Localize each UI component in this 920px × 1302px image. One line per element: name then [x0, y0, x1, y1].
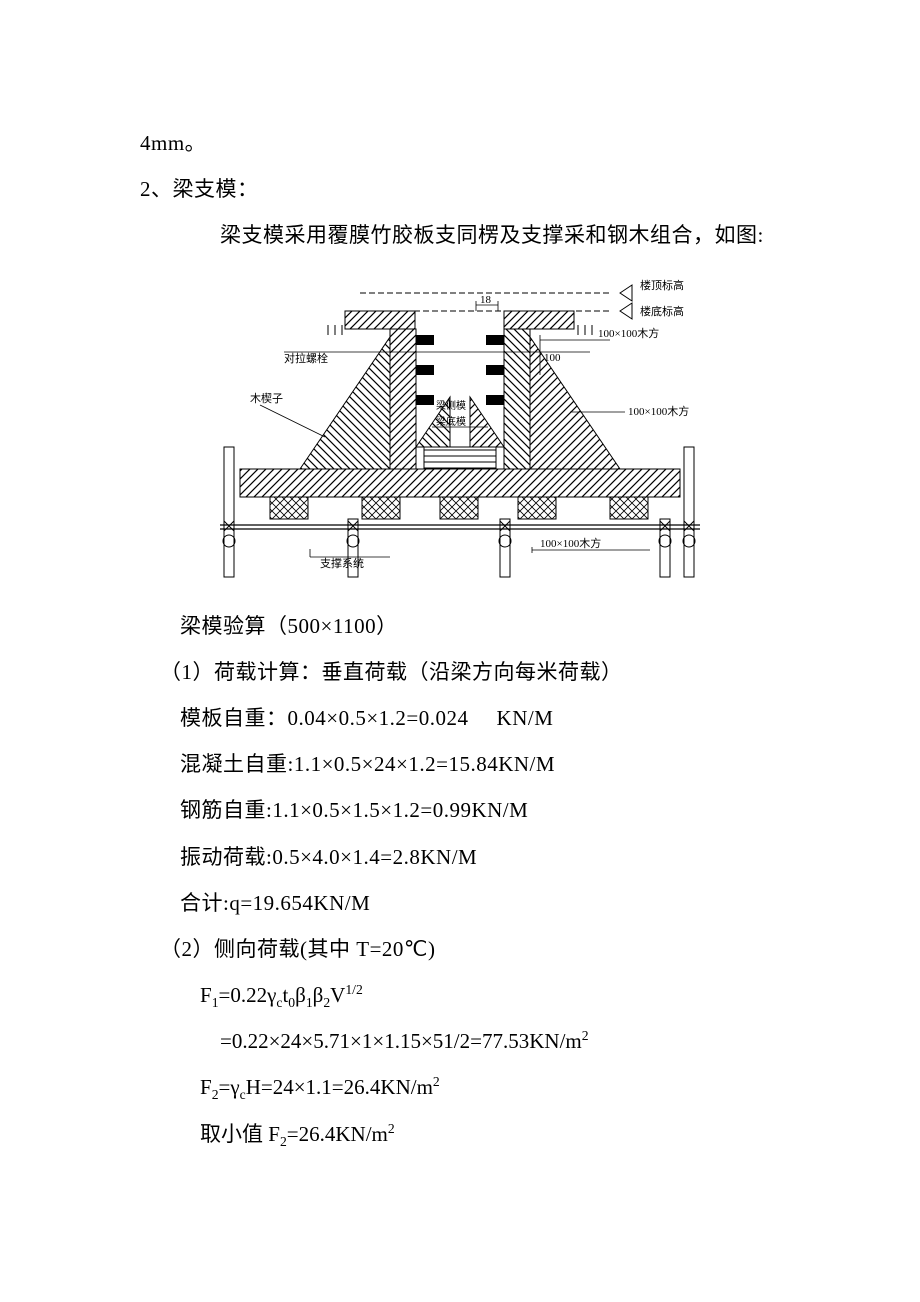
label-wood-r1: 100×100木方 — [598, 326, 659, 340]
formula-f1b: =0.22×24×5.71×1×1.15×51/2=77.53KN/m2 — [140, 1018, 780, 1064]
text-s1-c: 钢筋自重:1.1×0.5×1.5×1.2=0.99KN/M — [140, 787, 780, 833]
text-s1-b: 混凝土自重:1.1×0.5×24×1.2=15.84KN/M — [140, 741, 780, 787]
formula-f1: F1=0.22γct0β1β2V1/2 — [140, 972, 780, 1018]
label-18: 18 — [480, 294, 492, 306]
label-top-elev: 楼顶标高 — [640, 278, 684, 292]
label-side-form: 梁侧模 — [436, 399, 466, 412]
formula-f2: F2=γcH=24×1.1=26.4KN/m2 — [140, 1064, 780, 1110]
beam-formwork-diagram: 楼顶标高 楼底标高 18 — [180, 267, 740, 597]
text-section-2: 2、梁支模： — [140, 166, 780, 212]
text-s1-d: 振动荷载:0.5×4.0×1.4=2.8KN/M — [140, 834, 780, 880]
diagram-container: 楼顶标高 楼底标高 18 — [140, 267, 780, 597]
label-support-sys: 支撑系统 — [320, 556, 364, 570]
s1a-text: 模板自重：0.04×0.5×1.2=0.024 — [180, 706, 469, 730]
text-s1-a: 模板自重：0.04×0.5×1.2=0.024 KN/M — [140, 695, 780, 741]
text-s2-title: （2）侧向荷载(其中 T=20℃) — [140, 926, 780, 972]
formula-min: 取小值 F2=26.4KN/m2 — [140, 1111, 780, 1157]
label-wood-r2: 100×100木方 — [628, 404, 689, 418]
text-caption: 梁模验算（500×1100） — [140, 603, 780, 649]
label-wood-bottom: 100×100木方 — [540, 536, 601, 550]
s1a-unit: KN/M — [497, 706, 554, 730]
text-s1-title: （1）荷载计算：垂直荷载（沿梁方向每米荷载） — [140, 649, 780, 695]
label-bottom-form: 梁底模 — [436, 415, 466, 428]
text-intro: 梁支模采用覆膜竹胶板支同楞及支撑采和钢木组合，如图: — [140, 212, 780, 258]
label-tie-bolt: 对拉螺栓 — [284, 351, 328, 365]
label-bot-elev: 楼底标高 — [640, 304, 684, 318]
text-s1-e: 合计:q=19.654KN/M — [140, 880, 780, 926]
text-4mm: 4mm。 — [140, 120, 780, 166]
label-wedge: 木楔子 — [250, 392, 283, 405]
